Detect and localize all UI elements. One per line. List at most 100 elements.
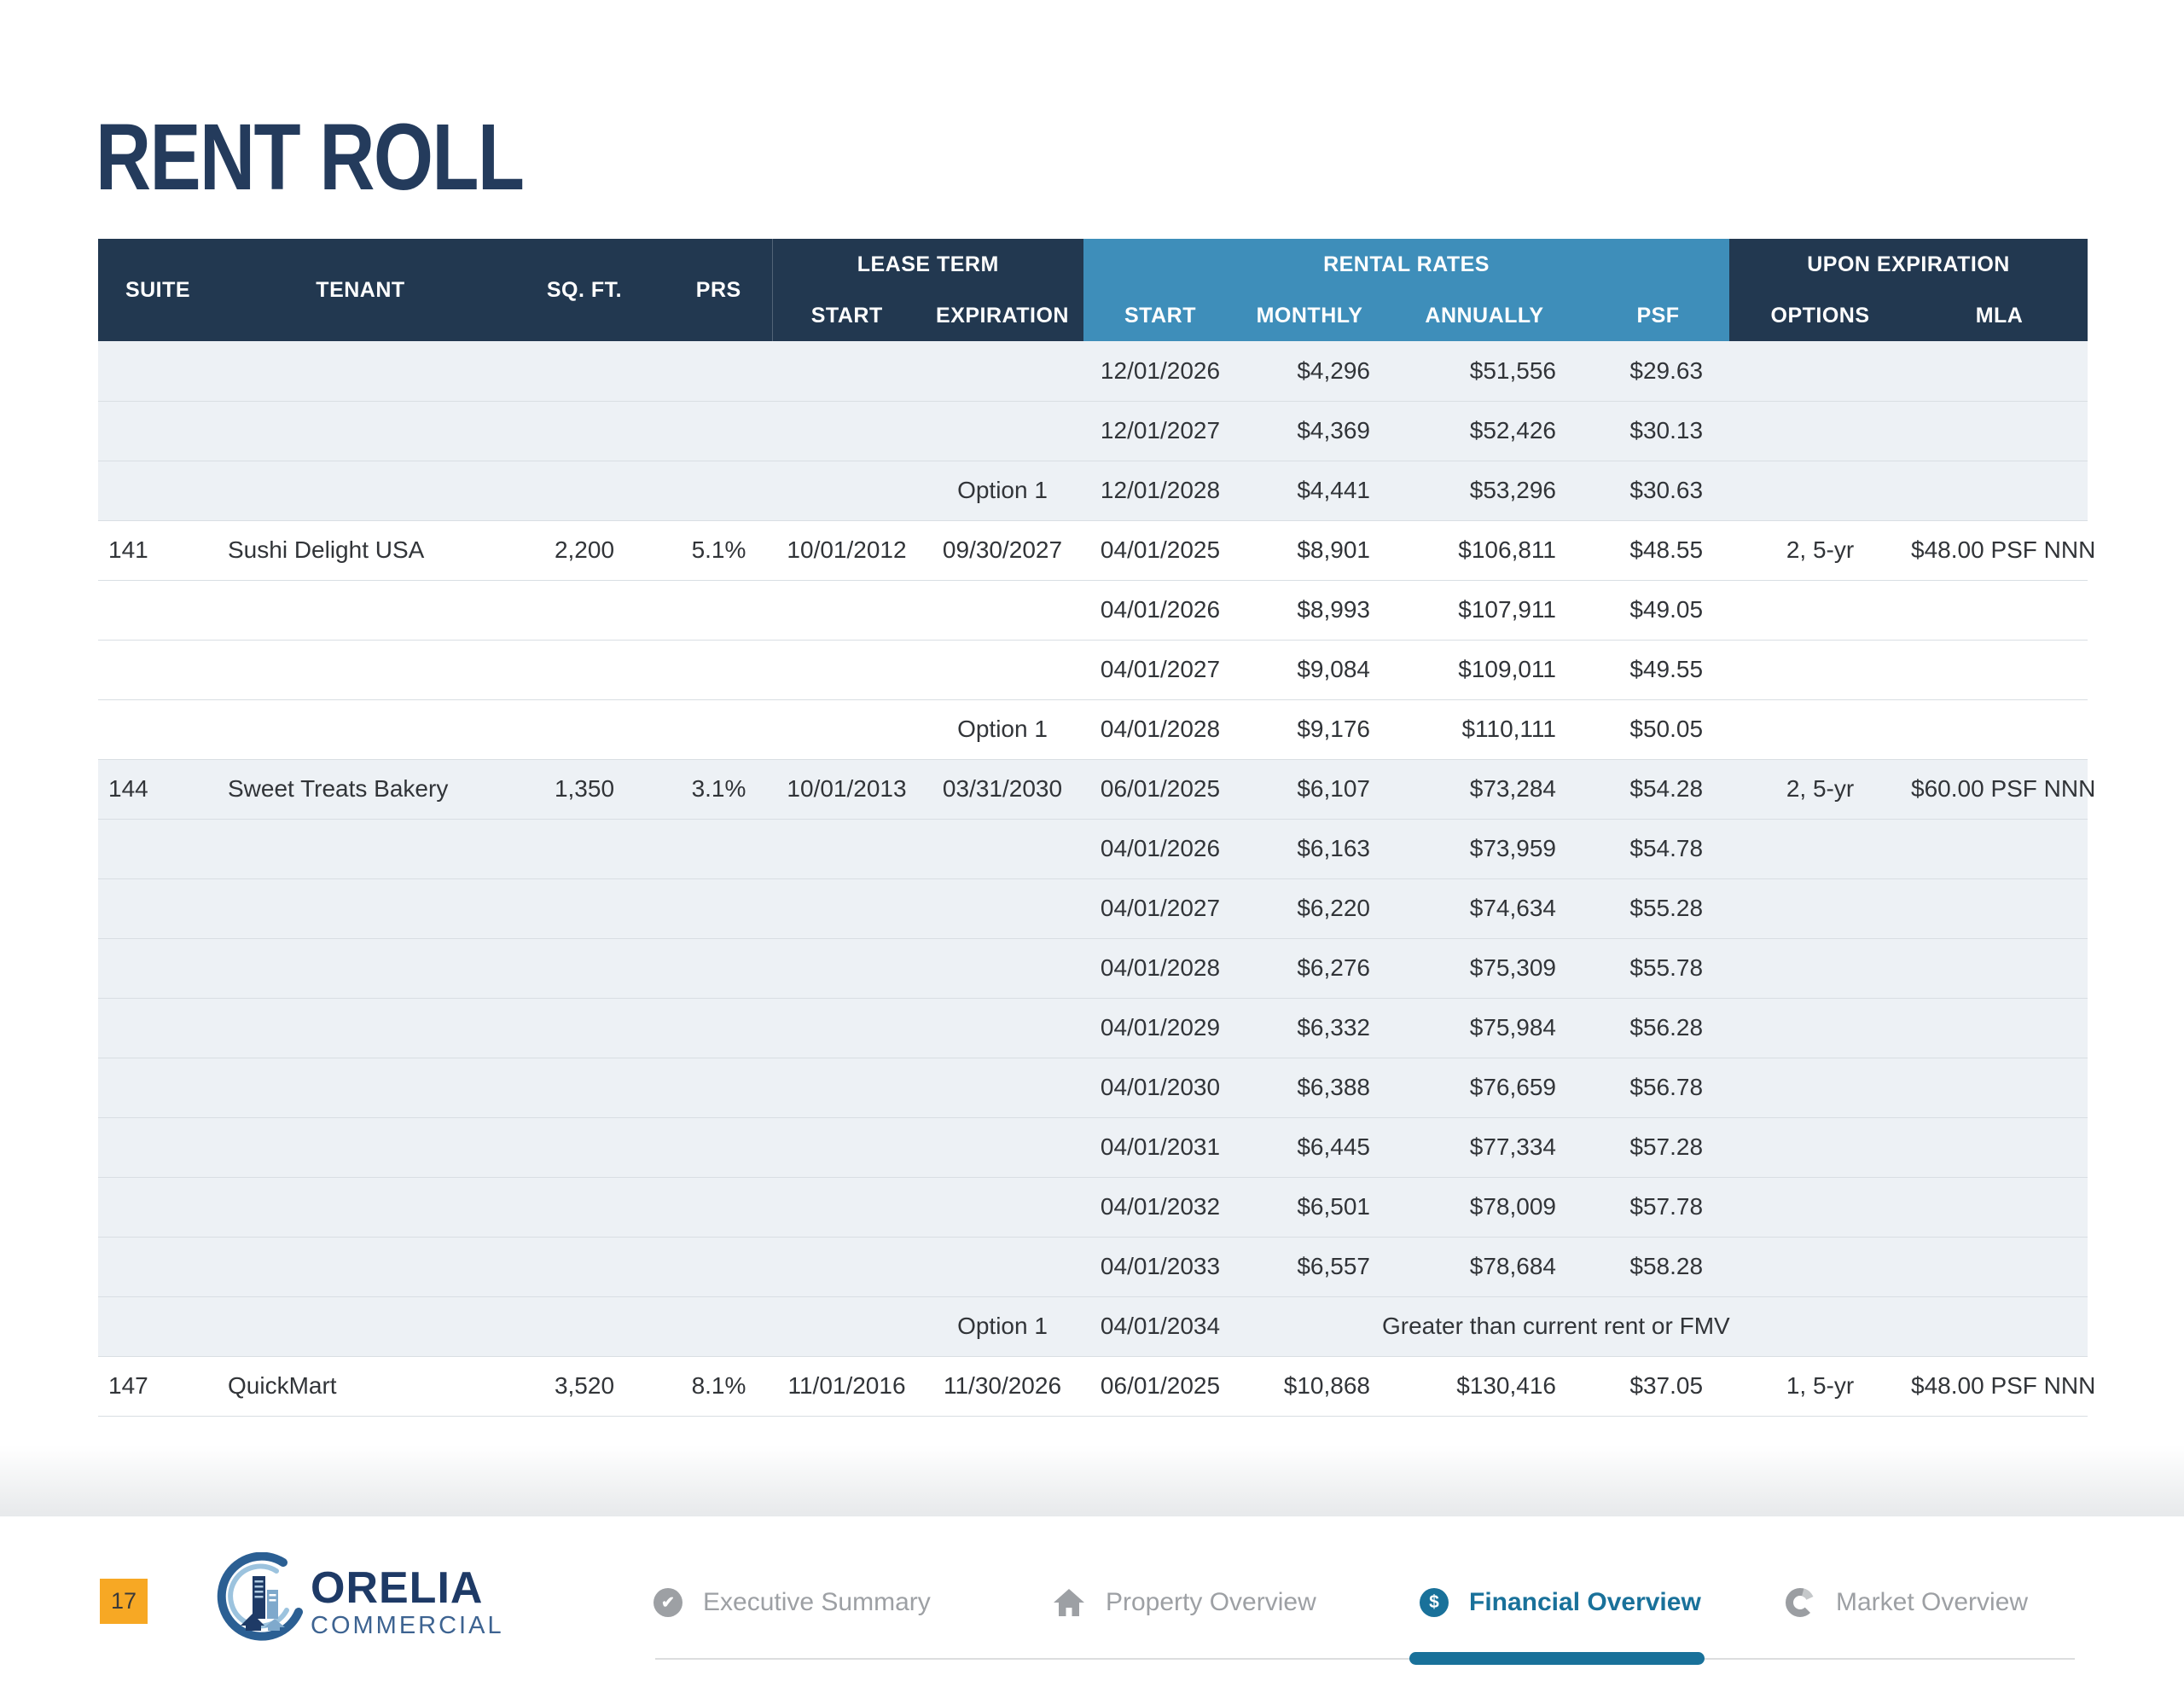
table-body: 12/01/2026 $4,296 $51,556 $29.63 12/01/2…	[98, 341, 2096, 1416]
cell-lease-expiration	[921, 819, 1083, 878]
cell-lease-expiration	[921, 1237, 1083, 1296]
cell-prs	[665, 878, 772, 938]
cell-prs	[665, 1237, 772, 1296]
cell-monthly: $9,176	[1297, 716, 1370, 742]
cell-rate-start: 12/01/2027	[1100, 417, 1221, 443]
cell-monthly: $4,369	[1297, 417, 1370, 443]
cell-prs	[665, 699, 772, 759]
nav-label: Property Overview	[1106, 1588, 1316, 1616]
cell-prs	[665, 1296, 772, 1356]
check-circle-icon: ✔	[653, 1588, 682, 1617]
footer-nav-financial-overview[interactable]: $ Financial Overview	[1420, 1585, 1701, 1620]
cell-annually: $75,309	[1469, 954, 1556, 981]
cell-options	[1729, 878, 1911, 938]
cell-suite: 141	[108, 536, 148, 563]
cell-options	[1729, 1117, 1911, 1177]
cell-lease-expiration: 09/30/2027	[942, 536, 1063, 563]
cell-mla	[1911, 699, 2088, 759]
cell-tenant	[218, 1237, 503, 1296]
cell-annually: $78,009	[1469, 1193, 1556, 1220]
cell-sqft	[503, 1058, 665, 1117]
col-header-lease-expiration: EXPIRATION	[921, 290, 1083, 341]
footer-nav-property-overview[interactable]: Property Overview	[1053, 1585, 1316, 1620]
cell-tenant	[218, 1058, 503, 1117]
cell-psf: $56.78	[1629, 1074, 1704, 1100]
cell-mla	[1911, 461, 2088, 520]
cell-tenant	[218, 341, 503, 401]
cell-sqft: 2,200	[554, 536, 615, 563]
cell-suite: 147	[108, 1372, 148, 1399]
logo-subtitle: COMMERCIAL	[311, 1611, 504, 1639]
footer-nav-executive-summary[interactable]: ✔ Executive Summary	[653, 1585, 931, 1620]
cell-annually: $74,634	[1469, 895, 1556, 921]
cell-mla	[1911, 878, 2088, 938]
cell-mla	[1911, 1058, 2088, 1117]
cell-psf: $55.28	[1629, 895, 1704, 921]
cell-prs	[665, 1058, 772, 1117]
cell-lease-expiration	[921, 878, 1083, 938]
cell-psf: $50.05	[1629, 716, 1704, 742]
cell-monthly: $6,501	[1297, 1193, 1370, 1220]
table-row: 04/01/2031 $6,445 $77,334 $57.28	[98, 1117, 2088, 1177]
cell-tenant	[218, 1296, 503, 1356]
cell-monthly: $9,084	[1297, 656, 1370, 682]
table-row: Option 1 12/01/2028 $4,441 $53,296 $30.6…	[98, 461, 2088, 520]
cell-mla	[1911, 341, 2088, 401]
cell-options	[1729, 461, 1911, 520]
cell-mla: $60.00 PSF NNN	[1911, 775, 2096, 802]
cell-monthly: $8,993	[1297, 596, 1370, 623]
cell-options	[1729, 1177, 1911, 1237]
cell-suite	[98, 1237, 218, 1296]
cell-suite	[98, 341, 218, 401]
cell-psf: $37.05	[1629, 1372, 1704, 1399]
group-header-upon-expiration: UPON EXPIRATION	[1729, 239, 2088, 290]
table-row: 04/01/2028 $6,276 $75,309 $55.78	[98, 938, 2088, 998]
cell-monthly: $6,220	[1297, 895, 1370, 921]
cell-rate-start: 12/01/2026	[1100, 357, 1221, 384]
cell-psf: $30.63	[1629, 477, 1704, 503]
footer-nav-divider-line	[655, 1658, 2075, 1660]
col-header-sqft: SQ. FT.	[503, 239, 665, 341]
cell-mla: $48.00 PSF NNN	[1911, 536, 2096, 563]
cell-annually: $110,111	[1461, 716, 1556, 742]
cell-tenant	[218, 580, 503, 640]
cell-psf: $57.28	[1629, 1133, 1704, 1160]
cell-options: 1, 5-yr	[1786, 1372, 1855, 1399]
cell-prs: 3.1%	[691, 775, 746, 802]
cell-mla	[1911, 401, 2088, 461]
cell-lease-start	[772, 341, 921, 401]
cell-lease-expiration	[921, 998, 1083, 1058]
group-header-rental-rates: RENTAL RATES	[1083, 239, 1730, 290]
cell-lease-expiration	[921, 341, 1083, 401]
cell-psf: $56.28	[1629, 1014, 1704, 1041]
cell-mla	[1911, 1117, 2088, 1177]
cell-tenant	[218, 1117, 503, 1177]
group-header-lease-term: LEASE TERM	[771, 239, 1083, 290]
cell-rate-start: 04/01/2030	[1100, 1074, 1221, 1100]
cell-psf: $48.55	[1629, 536, 1704, 563]
cell-annually: $52,426	[1469, 417, 1556, 443]
cell-sqft	[503, 998, 665, 1058]
cell-prs	[665, 461, 772, 520]
footer-nav-market-overview[interactable]: Market Overview	[1785, 1585, 2028, 1620]
cell-suite	[98, 1296, 218, 1356]
table-row: 04/01/2032 $6,501 $78,009 $57.78	[98, 1177, 2088, 1237]
cell-monthly: $6,388	[1297, 1074, 1370, 1100]
col-header-options: OPTIONS	[1729, 290, 1912, 341]
cell-prs	[665, 341, 772, 401]
table-row: Option 1 04/01/2028 $9,176 $110,111 $50.…	[98, 699, 2088, 759]
cell-options	[1729, 580, 1911, 640]
cell-lease-start	[772, 1296, 921, 1356]
cell-monthly: $6,107	[1297, 775, 1370, 802]
cell-tenant	[218, 819, 503, 878]
cell-monthly: $10,868	[1283, 1372, 1370, 1399]
cell-lease-start	[772, 580, 921, 640]
cell-options	[1729, 998, 1911, 1058]
cell-lease-expiration	[921, 401, 1083, 461]
cell-rate-start: 04/01/2028	[1100, 716, 1221, 742]
cell-psf: $29.63	[1629, 357, 1704, 384]
table-header: SUITE TENANT SQ. FT. PRS LEASE TERM RENT…	[98, 239, 2088, 341]
cell-lease-expiration: 11/30/2026	[943, 1372, 1062, 1399]
cell-lease-start	[772, 401, 921, 461]
